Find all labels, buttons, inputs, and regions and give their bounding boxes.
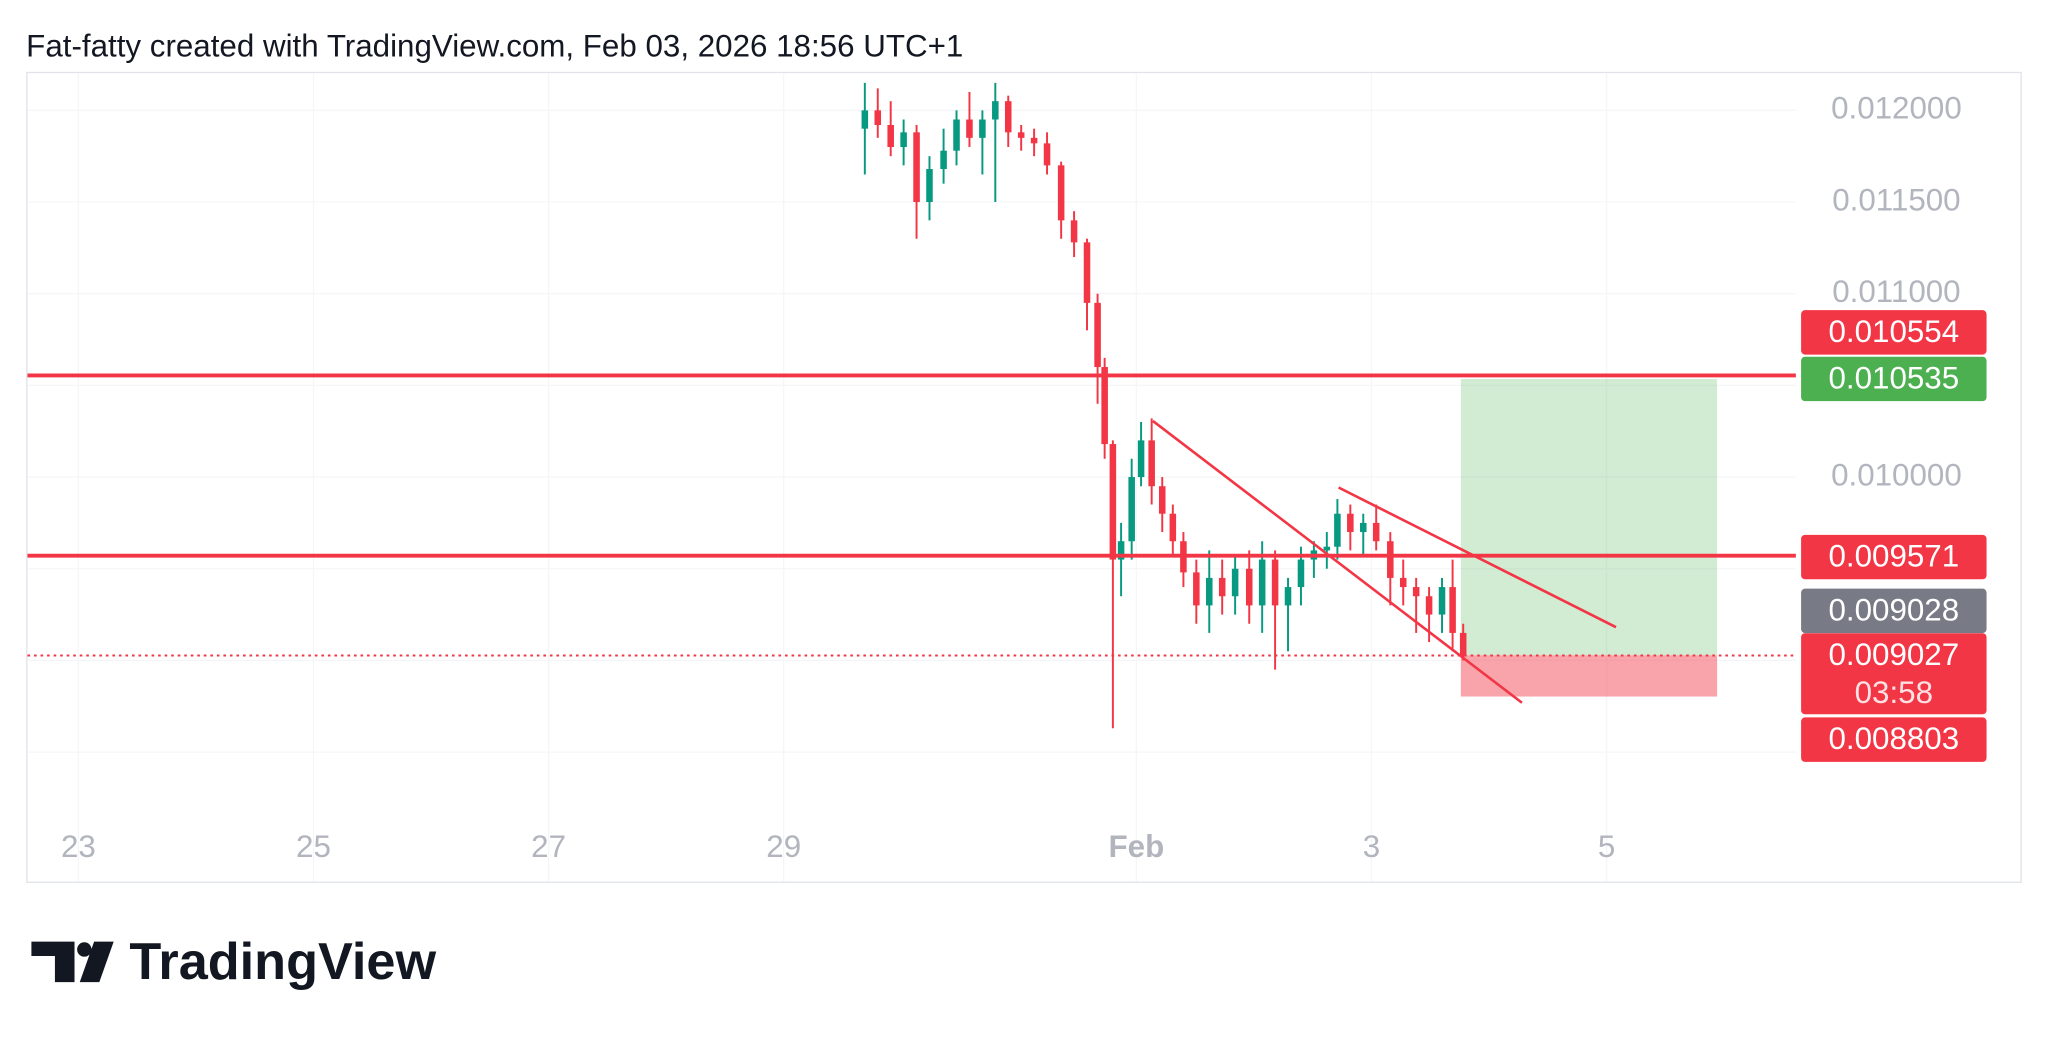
- candle-body: [1070, 220, 1078, 243]
- candle-body: [953, 119, 960, 151]
- candle-body: [1271, 559, 1279, 606]
- candle-body: [979, 119, 986, 138]
- candle-body: [1169, 513, 1177, 542]
- candle-body: [992, 101, 999, 120]
- price-label: 0.009028: [1828, 592, 1959, 627]
- candle-body: [1372, 522, 1380, 542]
- candle-body: [1094, 302, 1101, 368]
- x-tick-label: 29: [766, 829, 801, 864]
- price-label: 0.010535: [1828, 361, 1959, 396]
- candle-body: [966, 119, 973, 138]
- x-tick-label: 5: [1598, 829, 1615, 864]
- candle-body: [1297, 559, 1305, 588]
- price-label-bg: [1801, 717, 1987, 762]
- candle-body: [1017, 132, 1025, 138]
- candle-body: [861, 110, 869, 129]
- candle-body: [1004, 101, 1012, 133]
- candle-body: [1387, 541, 1394, 578]
- candle-body: [926, 169, 933, 203]
- candle-body: [1137, 440, 1145, 478]
- last-price-bg: [1801, 633, 1987, 715]
- candle-body: [1449, 587, 1456, 633]
- last-price-label: 0.009027: [1828, 637, 1959, 672]
- candle-body: [1101, 367, 1108, 445]
- candle-body: [1459, 632, 1467, 656]
- y-tick-label: 0.011000: [1832, 274, 1960, 309]
- y-tick-label: 0.010000: [1831, 457, 1962, 492]
- axis: 23252729Feb350.0085000.0090000.0095000.0…: [61, 91, 1987, 864]
- candle-body: [1284, 587, 1292, 606]
- candle-body: [1359, 522, 1367, 533]
- price-label: 0.009571: [1828, 539, 1959, 574]
- chart-title: Fat-fatty created with TradingView.com, …: [26, 29, 963, 64]
- position: [1460, 378, 1718, 697]
- x-tick-label: 23: [61, 829, 96, 864]
- candle-body: [874, 110, 882, 126]
- y-tick-label: 0.011500: [1832, 182, 1960, 217]
- logo: TradingView: [31, 933, 436, 991]
- candle-body: [1148, 440, 1155, 487]
- candle-body: [1043, 143, 1051, 166]
- candle-body: [1347, 513, 1354, 533]
- countdown: 03:58: [1855, 675, 1933, 710]
- frame: [26, 71, 2022, 883]
- candle-body: [1323, 546, 1331, 551]
- target-zone: [1460, 378, 1718, 656]
- candle-body: [887, 125, 894, 148]
- candle-body: [1128, 477, 1135, 542]
- candle-body: [1193, 572, 1200, 606]
- price-label-bg: [1801, 310, 1987, 355]
- candle-body: [1399, 577, 1407, 588]
- trend-line: [1337, 486, 1617, 629]
- candle-body: [1258, 559, 1266, 606]
- candle-body: [1117, 541, 1125, 560]
- drawings: [27, 373, 1796, 704]
- candle-body: [1334, 513, 1341, 547]
- candle-body: [940, 150, 947, 170]
- candle-body: [1158, 486, 1166, 514]
- logo-text: TradingView: [129, 933, 436, 991]
- candle-body: [900, 132, 907, 148]
- stop-zone: [1460, 655, 1718, 697]
- x-tick-label: 3: [1363, 829, 1380, 864]
- candle-body: [1109, 444, 1117, 560]
- candle-body: [1083, 242, 1091, 303]
- candle-body: [1438, 587, 1446, 615]
- x-tick-label: Feb: [1109, 829, 1165, 864]
- price-label-bg: [1801, 588, 1987, 634]
- trend-line: [1152, 419, 1523, 704]
- logo-dot: [77, 942, 92, 957]
- price-label: 0.008803: [1828, 721, 1959, 756]
- logo-mark: [31, 941, 75, 983]
- y-tick-label: 0.012000: [1831, 91, 1962, 126]
- candle-body: [1218, 577, 1226, 597]
- price-label-bg: [1801, 534, 1987, 580]
- candle-body: [1425, 596, 1433, 615]
- candle-body: [1030, 137, 1038, 144]
- logo-mark: [79, 941, 114, 983]
- candle-body: [1206, 577, 1213, 606]
- x-tick-label: 27: [531, 829, 566, 864]
- price-label-bg: [1801, 356, 1987, 402]
- price-label: 0.010554: [1828, 314, 1959, 349]
- candle-body: [1057, 165, 1065, 221]
- x-tick-label: 25: [296, 829, 331, 864]
- candle-body: [1231, 568, 1239, 597]
- candle-body: [913, 132, 920, 203]
- candles: [861, 82, 1467, 729]
- candle-body: [1245, 568, 1253, 606]
- candle-body: [1412, 587, 1420, 597]
